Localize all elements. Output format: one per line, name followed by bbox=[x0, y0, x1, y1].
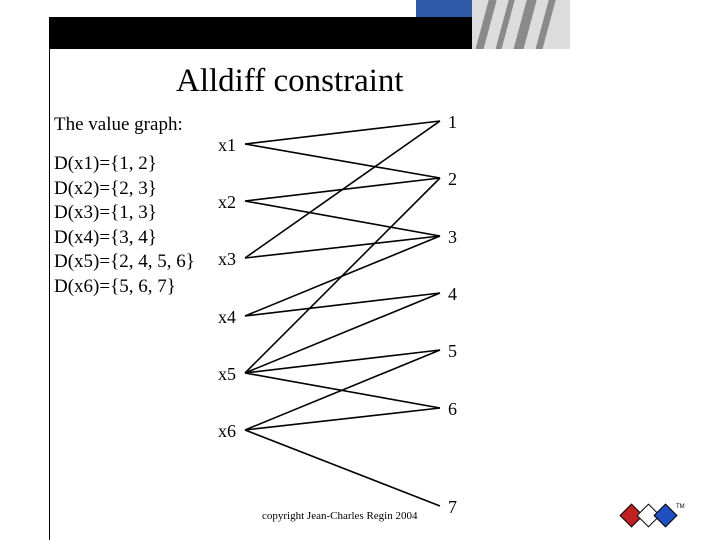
header-blue-box bbox=[416, 0, 472, 17]
domain-line: D(x1)={1, 2} bbox=[54, 152, 157, 176]
x-node-label: x5 bbox=[218, 364, 236, 385]
graph-edge bbox=[245, 408, 440, 430]
header-image-placeholder bbox=[472, 0, 570, 49]
subtitle: The value graph: bbox=[54, 114, 183, 136]
domain-line: D(x6)={5, 6, 7} bbox=[54, 275, 176, 299]
graph-edge bbox=[245, 121, 440, 144]
domain-line: D(x4)={3, 4} bbox=[54, 226, 157, 250]
value-node-label: 1 bbox=[448, 112, 457, 133]
value-node-label: 3 bbox=[448, 227, 457, 248]
x-node-label: x3 bbox=[218, 249, 236, 270]
logo-diamond bbox=[653, 503, 677, 527]
value-node-label: 2 bbox=[448, 169, 457, 190]
value-node-label: 6 bbox=[448, 399, 457, 420]
header-black-bar bbox=[49, 17, 472, 49]
domain-line: D(x2)={2, 3} bbox=[54, 177, 157, 201]
graph-edge bbox=[245, 236, 440, 316]
graph-edge bbox=[245, 293, 440, 373]
x-node-label: x6 bbox=[218, 421, 236, 442]
domain-line: D(x5)={2, 4, 5, 6} bbox=[54, 250, 195, 274]
graph-edge bbox=[245, 293, 440, 316]
graph-edge bbox=[245, 144, 440, 178]
domain-line: D(x3)={1, 3} bbox=[54, 201, 157, 225]
value-node-label: 4 bbox=[448, 284, 457, 305]
graph-edge bbox=[245, 373, 440, 408]
logo-tm: TM bbox=[676, 504, 685, 510]
value-node-label: 5 bbox=[448, 341, 457, 362]
graph-edge bbox=[245, 201, 440, 236]
page-title: Alldiff constraint bbox=[176, 63, 404, 100]
graph-edge bbox=[245, 350, 440, 373]
value-node-label: 7 bbox=[448, 497, 457, 518]
graph-edge bbox=[245, 236, 440, 258]
graph-edge bbox=[245, 121, 440, 258]
graph-edge bbox=[245, 350, 440, 430]
graph-edge bbox=[245, 178, 440, 373]
left-vertical-rule bbox=[49, 49, 50, 540]
graph-edge bbox=[245, 178, 440, 201]
x-node-label: x2 bbox=[218, 192, 236, 213]
x-node-label: x1 bbox=[218, 135, 236, 156]
ilog-logo: TM bbox=[620, 502, 678, 528]
graph-edge bbox=[245, 430, 440, 506]
x-node-label: x4 bbox=[218, 307, 236, 328]
copyright-text: copyright Jean-Charles Regin 2004 bbox=[262, 510, 418, 522]
